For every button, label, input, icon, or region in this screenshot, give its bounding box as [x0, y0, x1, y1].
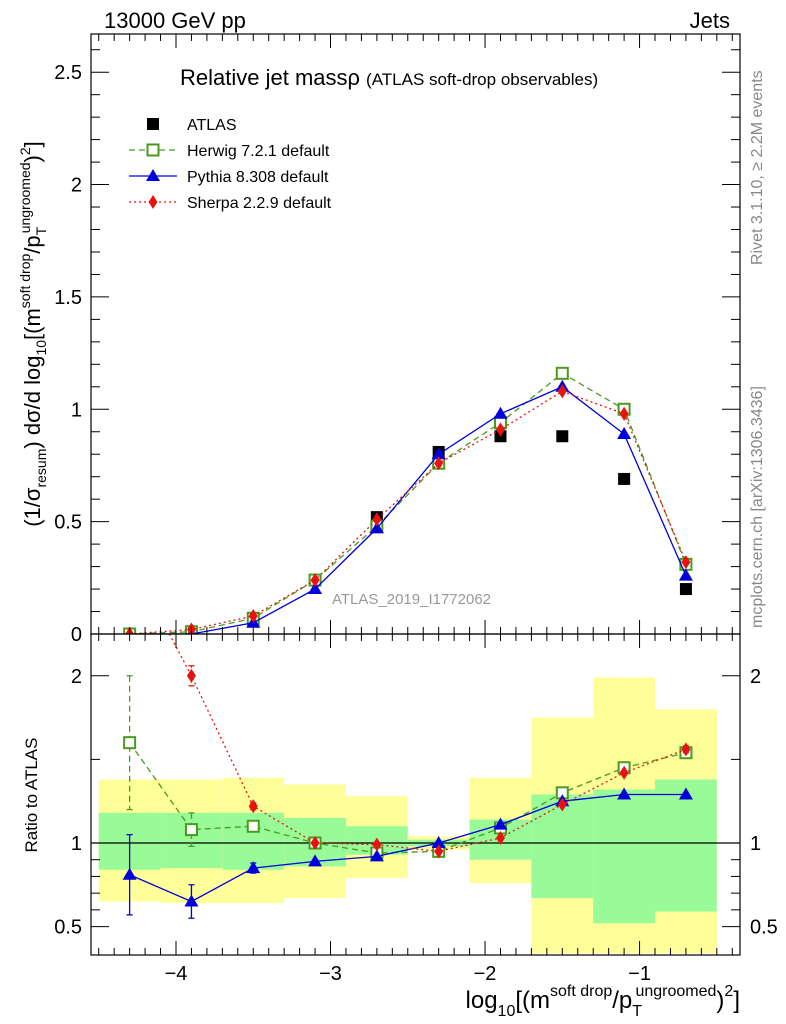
legend: ATLAS Herwig 7.2.1 default Pythia 8.308 de… — [129, 117, 332, 212]
inner-band-bin — [531, 794, 594, 899]
y-tick-label-main: 0 — [71, 624, 82, 646]
sherpa-main-point — [557, 384, 567, 399]
sherpa-ratio-point — [372, 837, 382, 852]
pythia-ratio-line — [129, 793, 686, 903]
pythia-ratio-point — [678, 787, 693, 800]
ratio-plot-frame — [90, 633, 741, 956]
sherpa-ratio-line — [168, 634, 687, 853]
plot-title: Relative jet massρ (ATLAS soft-drop obser… — [180, 65, 598, 90]
pythia-main-point — [431, 447, 446, 460]
sherpa-main-point — [248, 609, 258, 624]
header-left: 13000 GeV pp — [104, 8, 246, 33]
sherpa-main-point — [495, 422, 505, 437]
sherpa-ratio-point — [681, 742, 691, 757]
atlas-main-point — [679, 583, 692, 596]
y-tick-label-main: 1 — [71, 399, 82, 421]
sherpa-main-point — [681, 555, 691, 570]
inner-band-bin — [593, 789, 656, 924]
herwig-main-line — [129, 372, 687, 634]
pythia-ratio-point — [184, 894, 199, 907]
mcplots-side-label: mcplots.cern.ch [arXiv:1306.3436] — [749, 386, 766, 628]
y-tick-label-main: 2 — [71, 175, 82, 197]
sherpa-main-line — [129, 390, 687, 634]
plot-frames — [90, 33, 741, 956]
herwig-main-point — [555, 366, 569, 380]
pythia-ratio-point — [431, 835, 446, 848]
pythia-main-point — [369, 521, 384, 534]
sherpa-ratio-point — [248, 799, 258, 814]
y-tick-label-ratio-right: 1 — [750, 833, 761, 855]
y-tick-label-main: 2.5 — [54, 62, 82, 84]
atlas-legend-marker — [147, 118, 159, 130]
y-tick-label-ratio: 1 — [71, 833, 82, 855]
sherpa-ratio-point — [557, 797, 567, 812]
pythia-legend-marker — [146, 169, 160, 181]
pythia-ratio-point — [308, 854, 323, 867]
sherpa-main-point — [434, 456, 444, 471]
atlas-main-point — [618, 472, 631, 485]
inner-band-bin — [160, 812, 223, 869]
sherpa-ratio-point — [125, 552, 134, 566]
y-axis-label-ratio: Ratio to ATLAS — [22, 738, 41, 853]
pythia-main-point — [493, 406, 508, 419]
x-axis-label: log10[(msoft drop/pTungroomed)2] — [466, 983, 740, 1020]
y-axis-label-main: (1/σresum) dσ/d log10[(msoft drop/pTungr… — [17, 141, 49, 527]
pythia-main-point — [678, 568, 693, 581]
pythia-ratio-point — [493, 817, 508, 830]
axis-ticks: 0 0.5 1 1.5 2 2.5 0.5 0.5 1 1 2 2 −4 −3 −2 −1 — [54, 34, 778, 985]
y-tick-label-main: 0.5 — [54, 512, 82, 534]
sherpa-legend-label: Sherpa 2.2.9 default — [187, 195, 332, 212]
herwig-legend-label: Herwig 7.2.1 default — [187, 143, 330, 160]
y-tick-label-ratio-right: 0.5 — [750, 917, 778, 939]
herwig-ratio-point — [246, 819, 260, 833]
y-tick-label-ratio-right: 2 — [750, 666, 761, 688]
header-right: Jets — [690, 8, 730, 33]
main-plot-series — [123, 366, 693, 634]
pythia-ratio-point — [246, 861, 261, 874]
x-tick-label: −2 — [474, 963, 497, 985]
ratio-plot-series — [122, 552, 693, 919]
sherpa-ratio-point — [310, 835, 320, 850]
atlas-legend-label: ATLAS — [187, 117, 237, 134]
sherpa-ratio-point — [619, 765, 629, 780]
herwig-ratio-point — [184, 823, 198, 837]
rivet-side-label: Rivet 3.1.10, ≥ 2.2M events — [749, 70, 766, 265]
pythia-ratio-point — [122, 867, 137, 880]
y-tick-label-ratio: 2 — [71, 666, 82, 688]
sherpa-ratio-point — [186, 668, 196, 683]
atlas-main-point — [556, 430, 569, 443]
sherpa-ratio-point — [495, 830, 505, 845]
x-tick-label: −1 — [628, 963, 651, 985]
y-tick-label-ratio: 0.5 — [54, 917, 82, 939]
title-sub: (ATLAS soft-drop observables) — [366, 70, 598, 89]
y-tick-label-main: 1.5 — [54, 287, 82, 309]
pythia-main-point — [308, 582, 323, 595]
pythia-ratio-point — [617, 787, 632, 800]
sherpa-main-point — [372, 512, 382, 527]
pythia-legend-label: Pythia 8.308 default — [187, 169, 329, 186]
sherpa-main-point — [619, 406, 629, 421]
title-symbol: ρ — [348, 65, 361, 90]
herwig-ratio-point — [123, 736, 137, 750]
pythia-ratio-point — [369, 849, 384, 862]
sherpa-legend-marker — [148, 195, 158, 209]
pythia-main-point — [617, 427, 632, 439]
inner-band-bin — [655, 779, 717, 912]
x-tick-label: −3 — [319, 963, 342, 985]
sherpa-main-point — [310, 573, 320, 588]
analysis-watermark: ATLAS_2019_I1772062 — [332, 591, 491, 608]
x-tick-label: −4 — [165, 963, 188, 985]
herwig-legend-marker — [146, 143, 160, 157]
sherpa-ratio-point — [434, 844, 444, 859]
title-main: Relative jet mass — [180, 65, 348, 90]
